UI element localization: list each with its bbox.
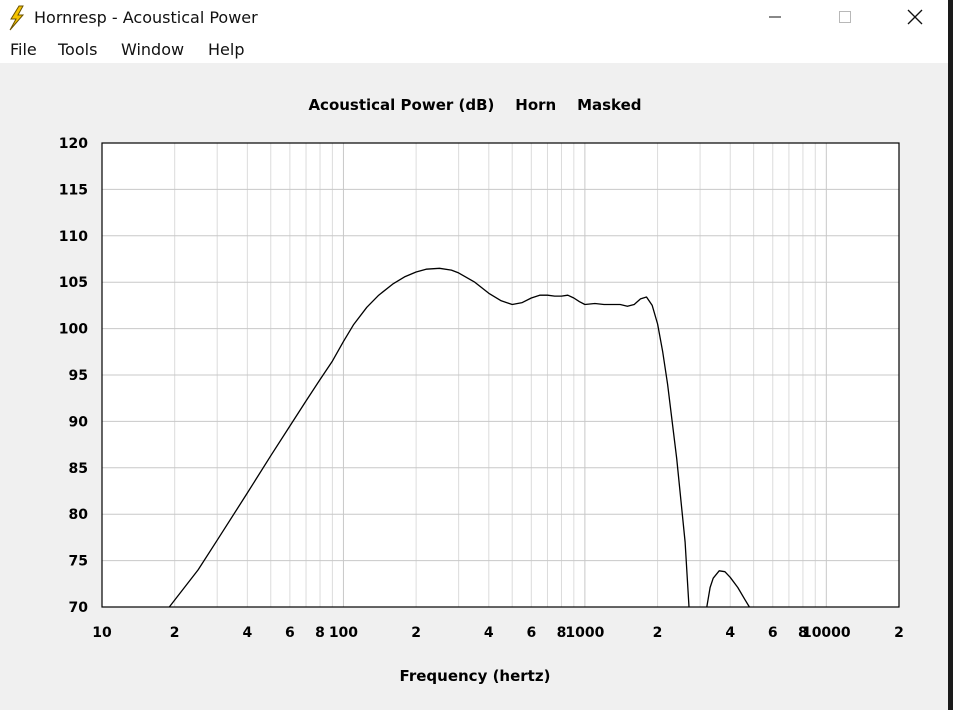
x-tick-label: 1000 [565, 625, 604, 641]
y-tick-label: 95 [69, 368, 88, 384]
menu-window[interactable]: Window [121, 40, 185, 59]
x-tick-label: 2 [894, 625, 904, 641]
lightning-bolt-icon [9, 5, 25, 31]
title-bar: Hornresp - Acoustical Power [0, 0, 948, 36]
grid-lines [102, 143, 899, 607]
x-tick-label: 8 [557, 625, 567, 641]
x-tick-label: 2 [170, 625, 180, 641]
y-tick-label: 110 [59, 229, 88, 245]
x-tick-label: 6 [768, 625, 778, 641]
maximize-button[interactable] [822, 0, 868, 34]
y-tick-label: 90 [69, 414, 89, 430]
close-icon [907, 9, 923, 25]
chart-area: Acoustical Power (dB) Horn Masked 70 75 80… [0, 63, 948, 710]
x-tick-label: 6 [526, 625, 536, 641]
x-tick-label: 8 [315, 625, 325, 641]
x-tick-label: 2 [653, 625, 663, 641]
y-tick-label: 100 [59, 322, 88, 338]
plot-frame [101, 142, 900, 608]
power-curve-segment-1 [168, 267, 690, 608]
acoustical-power-chart: Acoustical Power (dB) Horn Masked 70 75 80… [59, 96, 904, 685]
x-tick-label: 4 [725, 625, 735, 641]
x-tick-label: 100 [329, 625, 358, 641]
y-tick-label: 75 [69, 554, 88, 570]
y-tick-label: 80 [69, 507, 89, 523]
y-tick-label: 115 [59, 182, 88, 198]
x-tick-label: 4 [484, 625, 494, 641]
window-border [948, 0, 953, 710]
x-axis-label: Frequency (hertz) [400, 667, 551, 685]
menu-help[interactable]: Help [208, 40, 245, 59]
x-tick-label: 2 [411, 625, 421, 641]
menu-bar: File Tools Window Help [0, 36, 948, 63]
minimize-icon [769, 16, 781, 18]
power-curve-segment-2 [706, 570, 750, 608]
x-tick-label: 4 [242, 625, 252, 641]
x-tick-label: 8 [798, 625, 808, 641]
y-tick-label: 70 [69, 600, 89, 616]
y-tick-label: 85 [69, 461, 88, 477]
y-tick-label: 120 [59, 136, 88, 152]
series-layer [168, 267, 750, 608]
x-tick-label: 10000 [802, 625, 851, 641]
menu-tools[interactable]: Tools [58, 40, 98, 59]
x-tick-label: 6 [285, 625, 295, 641]
x-tick-label: 10 [92, 625, 112, 641]
window-title: Hornresp - Acoustical Power [34, 8, 258, 27]
chart-title: Acoustical Power (dB) Horn Masked [308, 96, 641, 114]
y-axis-ticks: 70 75 80 85 90 95 100 105 110 115 120 [59, 136, 88, 616]
y-tick-label: 105 [59, 275, 88, 291]
menu-file[interactable]: File [10, 40, 37, 59]
maximize-icon [839, 11, 851, 23]
close-button[interactable] [892, 0, 938, 34]
minimize-button[interactable] [752, 0, 798, 34]
